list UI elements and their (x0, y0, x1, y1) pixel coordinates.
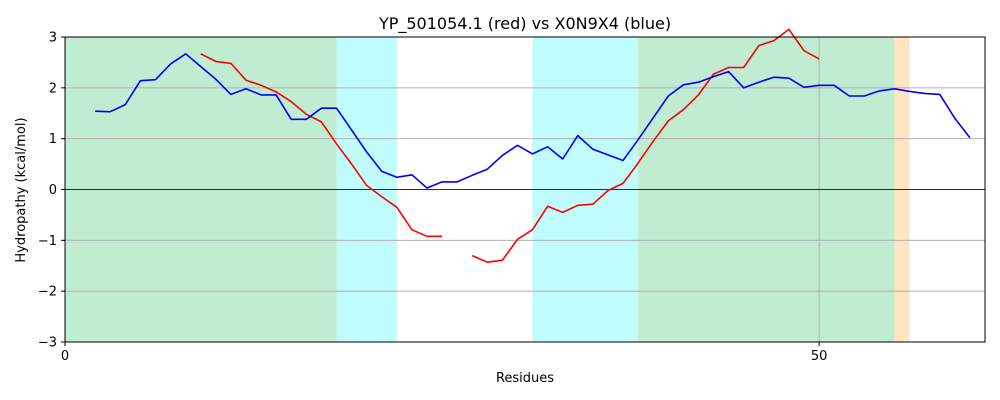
series-0-line-0 (200, 53, 442, 238)
chart-title: YP_501054.1 (red) vs X0N9X4 (blue) (378, 14, 671, 34)
y-tick-label: −1 (38, 234, 57, 249)
y-tick-label: −2 (38, 285, 57, 300)
series-1-line-0 (95, 52, 971, 189)
axis-ticks: −3 −2 −1 0 1 2 3 0 50 (38, 31, 828, 365)
y-tick-label: 3 (49, 31, 57, 46)
y-tick-label: 1 (49, 132, 57, 147)
series-0-line-1 (471, 28, 820, 264)
x-tick-label: 0 (61, 349, 69, 364)
data-series (95, 28, 971, 264)
y-axis-label: Hydropathy (kcal/mol) (14, 117, 29, 262)
x-tick-label: 50 (811, 349, 828, 364)
y-tick-label: −3 (38, 336, 57, 351)
y-tick-label: 0 (49, 183, 57, 198)
x-axis-label: Residues (496, 371, 554, 386)
y-tick-label: 2 (49, 81, 57, 96)
